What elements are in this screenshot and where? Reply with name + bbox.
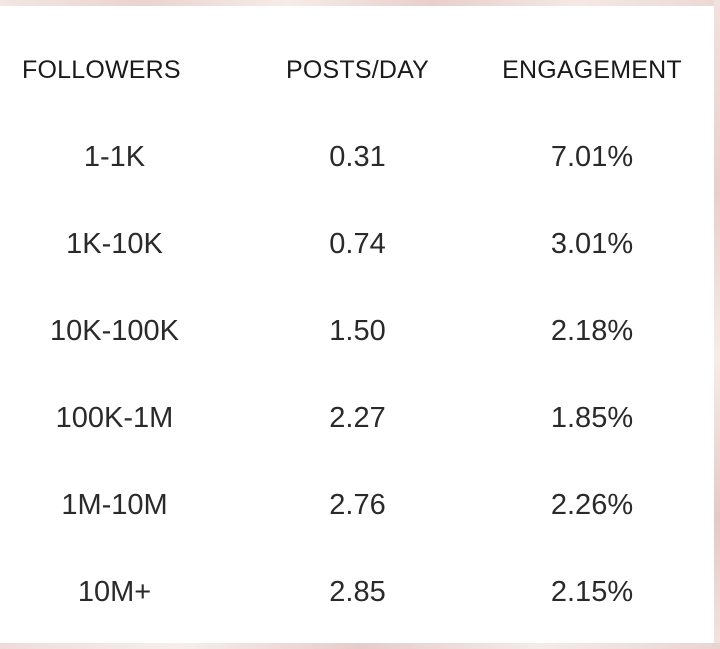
engagement-cell: 7.01% <box>550 141 634 173</box>
decorative-border-right <box>714 0 720 649</box>
posts-per-day-cell: 2.85 <box>329 576 386 608</box>
followers-cell: 100K-1M <box>55 402 174 434</box>
followers-cell: 10K-100K <box>50 315 179 347</box>
followers-cell: 1M-10M <box>61 489 168 521</box>
table-row: 10M+ 2.85 2.15% <box>0 562 712 622</box>
engagement-cell: 2.18% <box>550 315 634 347</box>
followers-cell: 10M+ <box>77 576 152 608</box>
table-row: 1K-10K 0.74 3.01% <box>0 214 712 274</box>
followers-cell: 1-1K <box>83 141 146 173</box>
header-engagement: ENGAGEMENT <box>502 56 682 84</box>
engagement-cell: 1.85% <box>550 402 634 434</box>
table-row: 10K-100K 1.50 2.18% <box>0 301 712 361</box>
table-header-row: FOLLOWERS POSTS/DAY ENGAGEMENT <box>0 40 712 100</box>
posts-per-day-cell: 2.27 <box>329 402 386 434</box>
engagement-cell: 2.15% <box>550 576 634 608</box>
decorative-border-bottom <box>0 643 720 649</box>
header-posts-per-day: POSTS/DAY <box>285 56 430 84</box>
posts-per-day-cell: 1.50 <box>329 315 386 347</box>
table-row: 1M-10M 2.76 2.26% <box>0 475 712 535</box>
header-followers: FOLLOWERS <box>22 56 181 84</box>
engagement-cell: 2.26% <box>550 489 634 521</box>
posts-per-day-cell: 0.74 <box>329 228 386 260</box>
engagement-cell: 3.01% <box>550 228 634 260</box>
decorative-border-top <box>0 0 720 6</box>
posts-per-day-cell: 0.31 <box>329 141 386 173</box>
followers-cell: 1K-10K <box>66 228 163 260</box>
table-row: 1-1K 0.31 7.01% <box>0 127 712 187</box>
posts-per-day-cell: 2.76 <box>329 489 386 521</box>
table-row: 100K-1M 2.27 1.85% <box>0 388 712 448</box>
